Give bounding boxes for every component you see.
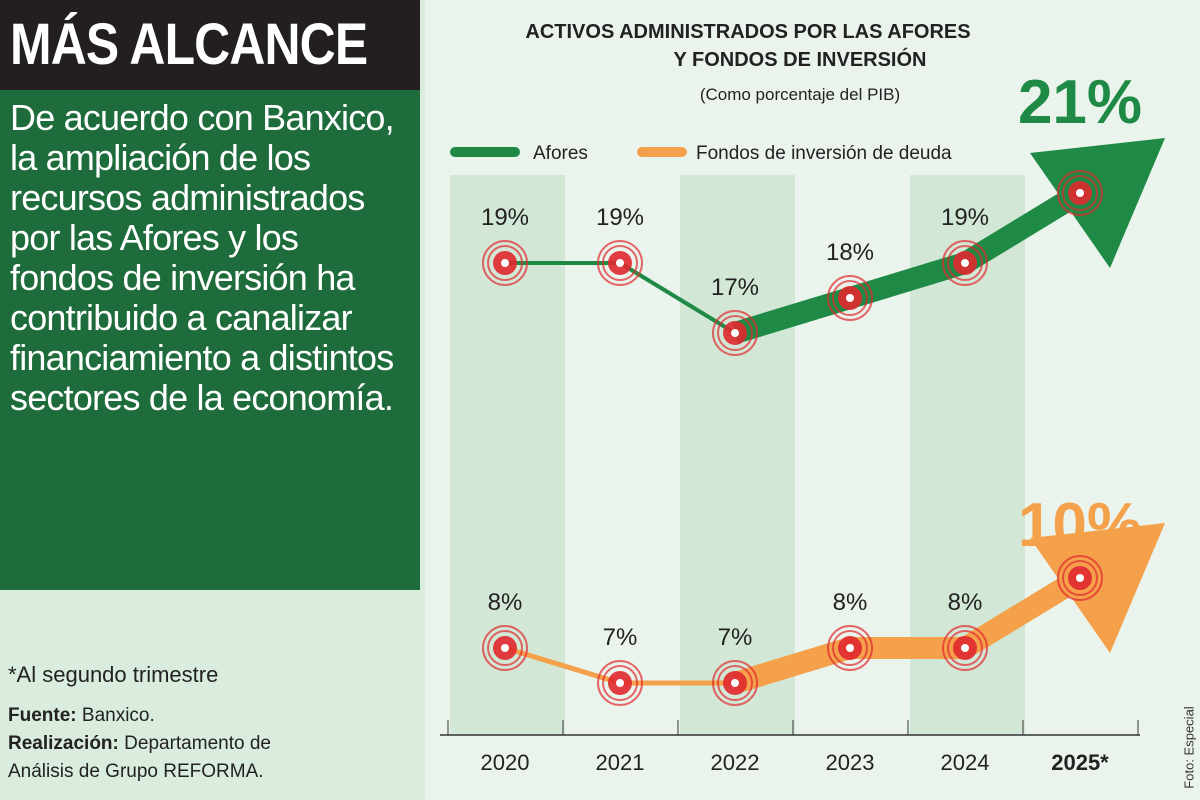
- x-tick-label: 2022: [711, 750, 760, 775]
- data-point-ring: [597, 660, 643, 706]
- data-point-ring: [602, 665, 638, 701]
- data-point-ring: [942, 240, 988, 286]
- data-point: [1076, 189, 1084, 197]
- data-point: [501, 644, 509, 652]
- chart-subtitle: (Como porcentaje del PIB): [700, 85, 900, 104]
- data-point-ring: [597, 240, 643, 286]
- data-point-ring: [832, 280, 868, 316]
- data-label: 8%: [833, 589, 868, 616]
- series-arrow-body-0: [731, 183, 1086, 344]
- x-tick-label: 2020: [481, 750, 530, 775]
- data-label: 19%: [941, 204, 989, 231]
- data-point-ring: [1062, 560, 1098, 596]
- data-point: [1076, 574, 1084, 582]
- data-point: [731, 329, 739, 337]
- body-text: De acuerdo con Banxico, la ampliación de…: [0, 90, 420, 590]
- data-point: [616, 259, 624, 267]
- series-arrow-head-1: [1030, 523, 1165, 653]
- credit: Departamento de Análisis de Grupo REFORM…: [8, 733, 271, 782]
- data-label: 8%: [948, 589, 983, 616]
- data-point-ring: [942, 625, 988, 671]
- data-label: 7%: [718, 624, 753, 651]
- chart-title-line1: ACTIVOS ADMINISTRADOS POR LAS AFORES: [525, 21, 970, 43]
- data-point-ring: [717, 315, 753, 351]
- data-point-ring: [717, 665, 753, 701]
- chart-title-line2: Y FONDOS DE INVERSIÓN: [673, 47, 926, 71]
- x-tick-label: 2021: [596, 750, 645, 775]
- data-point-ring: [487, 245, 523, 281]
- data-point-ring: [827, 625, 873, 671]
- data-point: [731, 679, 739, 687]
- x-tick-label: 2024: [941, 750, 990, 775]
- photo-credit: Foto: Especial: [1181, 706, 1197, 789]
- source-label: Fuente:: [8, 705, 77, 726]
- data-label: 8%: [488, 589, 523, 616]
- data-point: [616, 679, 624, 687]
- data-label: 17%: [711, 274, 759, 301]
- data-point-ring: [832, 630, 868, 666]
- data-point-ring: [482, 625, 528, 671]
- data-point-ring: [712, 310, 758, 356]
- credits: Fuente: Banxico. Realización: Departamen…: [8, 702, 288, 786]
- footnote: *Al segundo trimestre: [8, 662, 219, 687]
- legend-label-afores: Afores: [533, 143, 588, 164]
- data-point: [961, 644, 969, 652]
- data-point-ring: [1062, 175, 1098, 211]
- data-point-ring: [947, 630, 983, 666]
- column-band: [680, 175, 795, 735]
- series-arrow-body-1: [731, 568, 1086, 694]
- data-point-ring: [482, 240, 528, 286]
- series-arrow-head-0: [1030, 138, 1165, 268]
- data-label: 19%: [596, 204, 644, 231]
- data-label-highlight: 21%: [1018, 68, 1142, 137]
- data-label-highlight: 10%: [1018, 491, 1142, 560]
- data-point: [846, 294, 854, 302]
- data-point-ring: [1057, 170, 1103, 216]
- data-point-ring: [827, 275, 873, 321]
- x-tick-label: 2025*: [1051, 750, 1109, 775]
- data-label: 18%: [826, 239, 874, 266]
- data-point: [501, 259, 509, 267]
- source: Banxico.: [81, 705, 155, 726]
- credit-label: Realización:: [8, 733, 119, 754]
- data-label: 19%: [481, 204, 529, 231]
- legend-label-fondos: Fondos de inversión de deuda: [696, 143, 952, 164]
- x-tick-label: 2023: [826, 750, 875, 775]
- data-point-ring: [1057, 555, 1103, 601]
- data-point-ring: [602, 245, 638, 281]
- data-point: [961, 259, 969, 267]
- data-point-ring: [487, 630, 523, 666]
- data-point: [846, 644, 854, 652]
- headline-box: MÁS ALCANCE: [0, 0, 420, 90]
- data-point-ring: [947, 245, 983, 281]
- headline: MÁS ALCANCE: [10, 12, 368, 77]
- data-label: 7%: [603, 624, 638, 651]
- data-point-ring: [712, 660, 758, 706]
